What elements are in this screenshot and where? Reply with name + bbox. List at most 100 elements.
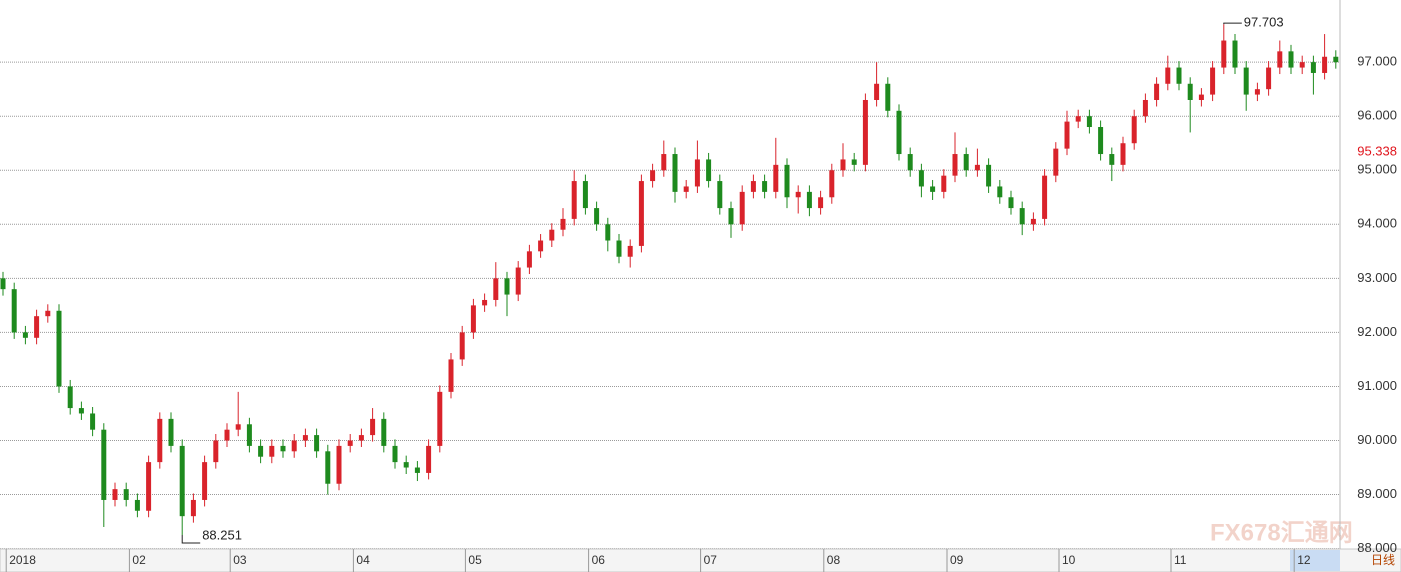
x-tick-label: 12 — [1297, 553, 1311, 567]
candle-body — [291, 440, 297, 452]
candle-body — [672, 154, 678, 192]
y-tick-label: 94.000 — [1357, 216, 1397, 231]
candle-body — [134, 499, 140, 511]
candle-body — [1310, 62, 1316, 73]
candle-body — [336, 445, 342, 484]
candle-body — [224, 429, 230, 441]
watermark: FX678汇通网 — [1210, 519, 1353, 546]
candle-body — [1277, 51, 1283, 68]
current-price: 95.338 — [1357, 143, 1397, 158]
candle-body — [1053, 148, 1059, 176]
min-pointer — [181, 535, 201, 544]
candle-body — [1030, 218, 1036, 225]
candle-body — [515, 267, 521, 295]
candle-body — [34, 316, 40, 338]
x-tick-label: 07 — [704, 553, 718, 567]
min-label: 88.251 — [202, 527, 242, 542]
candle-body — [168, 418, 174, 446]
candle-body — [706, 159, 712, 182]
candle-body — [1266, 67, 1272, 90]
candle-body — [493, 278, 499, 300]
candle-body — [1165, 67, 1171, 84]
y-tick-label: 93.000 — [1357, 270, 1397, 285]
y-tick-label: 91.000 — [1357, 378, 1397, 393]
candle-body — [56, 310, 62, 387]
candle-body — [1142, 99, 1148, 117]
candle-body — [806, 191, 812, 209]
candle-body — [302, 435, 308, 441]
candle-body — [459, 332, 465, 360]
candle-body — [661, 154, 667, 171]
candle-body — [392, 445, 398, 463]
candle-body — [941, 175, 947, 192]
candle-body — [280, 445, 286, 452]
x-tick-label: 03 — [233, 553, 247, 567]
candle-body — [1322, 56, 1328, 73]
candle-body — [470, 305, 476, 333]
candle-body — [90, 413, 96, 430]
candle-body — [1064, 121, 1070, 149]
candle-body — [1243, 67, 1249, 95]
candle-body — [448, 359, 454, 392]
candle-body — [213, 440, 219, 463]
candle-body — [896, 110, 902, 155]
max-label: 97.703 — [1244, 15, 1284, 30]
candle-body — [67, 386, 73, 409]
max-pointer — [1223, 22, 1242, 25]
candle-body — [190, 499, 196, 517]
x-tick-label: 05 — [468, 553, 482, 567]
candle-body — [829, 170, 835, 198]
candle-body — [1019, 208, 1025, 225]
candle-body — [179, 445, 185, 517]
candle-body — [1154, 83, 1160, 100]
candle-body — [1098, 127, 1104, 155]
candle-body — [258, 445, 264, 457]
candle-body — [952, 154, 958, 176]
candle-body — [930, 186, 936, 192]
y-tick-label: 96.000 — [1357, 108, 1397, 123]
candle-body — [1198, 94, 1204, 100]
candle-body — [1254, 89, 1260, 95]
y-tick-label: 90.000 — [1357, 432, 1397, 447]
candle-body — [862, 99, 868, 165]
x-tick-label: 06 — [592, 553, 606, 567]
candle-body — [1232, 40, 1238, 68]
candle-body — [101, 429, 107, 500]
x-tick-label: 04 — [356, 553, 370, 567]
candle-body — [1008, 197, 1014, 209]
candle-body — [381, 418, 387, 446]
candle-body — [123, 489, 129, 500]
candle-body — [358, 435, 364, 441]
candle-body — [784, 164, 790, 198]
candle-body — [974, 164, 980, 171]
candle-body — [986, 164, 992, 187]
candle-body — [762, 181, 768, 192]
candle-body — [616, 240, 622, 257]
candle-body — [818, 197, 824, 209]
candle-body — [269, 445, 275, 457]
candle-body — [482, 299, 488, 306]
candle-body — [370, 418, 376, 436]
candle-body — [414, 467, 420, 473]
candle-body — [426, 445, 432, 473]
candle-body — [347, 440, 353, 446]
candle-body — [157, 418, 163, 463]
candle-body — [1176, 67, 1182, 84]
candle-body — [146, 462, 152, 511]
candle-body — [1086, 116, 1092, 128]
candle-body — [1221, 40, 1227, 68]
candle-body — [1109, 154, 1115, 165]
candle-body — [437, 391, 443, 446]
candle-body — [851, 159, 857, 165]
candle-body — [78, 408, 84, 414]
candle-body — [235, 424, 241, 430]
y-tick-label: 92.000 — [1357, 324, 1397, 339]
price-label-bg — [1344, 142, 1400, 161]
candle-body — [549, 229, 555, 241]
y-tick-label: 95.000 — [1357, 162, 1397, 177]
candle-body — [683, 186, 689, 192]
candle-body — [314, 435, 320, 452]
x-tick-label: 2018 — [9, 553, 36, 567]
candle-body — [45, 310, 51, 317]
